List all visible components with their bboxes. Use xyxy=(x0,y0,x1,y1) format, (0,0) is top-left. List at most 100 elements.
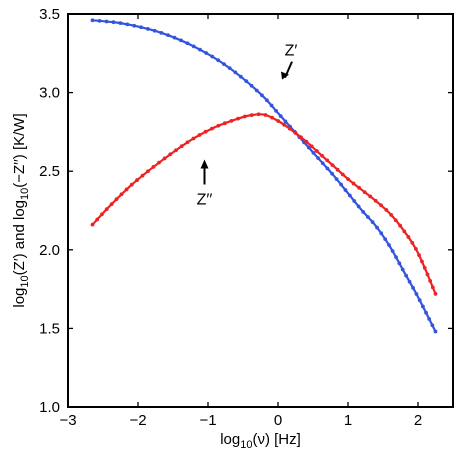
series-1-point xyxy=(140,173,145,178)
series-1-point xyxy=(393,218,398,223)
series-1-point xyxy=(236,116,241,121)
series-1-point xyxy=(104,207,109,212)
x-tick-label: −1 xyxy=(199,412,216,429)
series-0-point xyxy=(407,279,412,284)
series-0-point xyxy=(244,79,249,84)
series-1-point xyxy=(249,113,254,118)
series-0-point xyxy=(325,166,330,171)
series-0-point xyxy=(90,18,95,23)
y-axis-label: log10(Z′) and log10(−Z′′) [K/W] xyxy=(11,113,31,307)
series-0-point xyxy=(204,51,209,55)
series-0-point xyxy=(104,19,109,24)
series-1-point xyxy=(191,136,196,141)
series-1-point xyxy=(340,172,345,177)
series-1-point xyxy=(276,119,281,123)
series-0-point xyxy=(383,237,388,241)
plot-layer xyxy=(90,18,438,334)
series-0-point xyxy=(375,225,379,230)
series-0-point xyxy=(352,199,357,203)
annotation-arrowhead xyxy=(281,71,289,80)
series-1-point xyxy=(151,165,156,169)
series-0-point xyxy=(390,249,395,253)
series-0-point xyxy=(366,215,370,219)
x-axis-label-sub: 10 xyxy=(240,439,252,451)
series-0-point xyxy=(361,209,366,214)
y-axis-label-p2: (Z′) and log xyxy=(11,200,28,275)
x-tick-label: 2 xyxy=(414,412,422,429)
series-0-point xyxy=(238,74,243,79)
series-1-point xyxy=(413,246,418,251)
series-0-point xyxy=(424,310,428,315)
series-1-point xyxy=(157,160,161,165)
series-0-point xyxy=(379,231,384,236)
series-1-point xyxy=(216,123,221,128)
series-1-point xyxy=(433,291,438,296)
x-tick-label: 0 xyxy=(274,412,282,429)
series-0-point xyxy=(227,66,232,71)
series-1-point xyxy=(229,118,234,123)
series-0-point xyxy=(118,21,123,26)
series-1-point xyxy=(146,169,150,174)
series-1-point xyxy=(185,140,190,145)
series-0-point xyxy=(283,119,288,124)
annotation-label: Z′′ xyxy=(197,191,213,208)
series-0-point xyxy=(397,261,402,266)
annotation-arrowhead xyxy=(200,159,209,169)
series-1-point xyxy=(222,121,227,126)
y-tick-label: 3.5 xyxy=(39,6,60,23)
series-0-point xyxy=(159,30,164,35)
series-1-point xyxy=(168,152,173,157)
series-0-point xyxy=(430,323,435,328)
series-1-point xyxy=(293,131,298,135)
y-tick-label: 1.5 xyxy=(39,320,60,337)
series-1-point xyxy=(282,122,287,127)
series-line-1 xyxy=(91,113,437,295)
x-axis-label-base: log xyxy=(220,431,240,448)
series-0-point xyxy=(370,220,375,225)
series-1-point xyxy=(430,285,435,290)
series-0-point xyxy=(278,114,283,119)
series-0-point xyxy=(343,188,348,192)
y-axis-label-p3: (−Z′′) [K/W] xyxy=(11,113,28,187)
ticks-layer: −3 −2 −1 0 1 2 1.0 1.5 2.0 2.5 3.0 3.5 xyxy=(39,6,453,429)
series-1-point xyxy=(422,266,427,270)
series-1-point xyxy=(384,208,389,212)
series-1-point xyxy=(428,278,433,283)
series-0-point xyxy=(260,93,264,98)
series-0-point xyxy=(411,285,415,290)
y-tick-label: 3.0 xyxy=(39,85,60,102)
series-0-point xyxy=(433,329,438,334)
y-axis-label-p1: log xyxy=(11,288,28,308)
series-1-point xyxy=(314,149,319,153)
series-1-point xyxy=(114,197,119,202)
series-1-point xyxy=(256,112,261,117)
series-1-point xyxy=(179,144,184,149)
series-1-point xyxy=(203,129,208,134)
series-0-point xyxy=(132,23,137,28)
series-0-point xyxy=(222,62,226,66)
x-axis-label-rest: (ν) [Hz] xyxy=(252,431,300,448)
series-1-point xyxy=(129,182,134,187)
series-1-point xyxy=(379,203,383,208)
series-1-point xyxy=(90,222,95,227)
series-1-point xyxy=(304,139,309,144)
series-1-point xyxy=(368,194,373,199)
series-1-point xyxy=(299,135,303,140)
series-0-point xyxy=(254,88,259,93)
series-0-point xyxy=(404,273,409,278)
series-0-point xyxy=(210,54,215,59)
series-0-point xyxy=(166,33,170,38)
series-0-point xyxy=(347,193,352,198)
series-1-point xyxy=(373,198,378,203)
series-0-point xyxy=(125,22,130,27)
series-1-point xyxy=(270,115,274,120)
series-0-point xyxy=(198,47,202,52)
series-1-point xyxy=(325,158,330,163)
series-1-point xyxy=(417,253,421,258)
series-1-point xyxy=(109,202,114,207)
series-1-point xyxy=(346,177,351,182)
series-0-point xyxy=(334,177,339,182)
series-0-point xyxy=(172,35,177,40)
x-axis-label: log10(ν) [Hz] xyxy=(220,431,301,451)
y-tick-label: 2.0 xyxy=(39,242,60,259)
